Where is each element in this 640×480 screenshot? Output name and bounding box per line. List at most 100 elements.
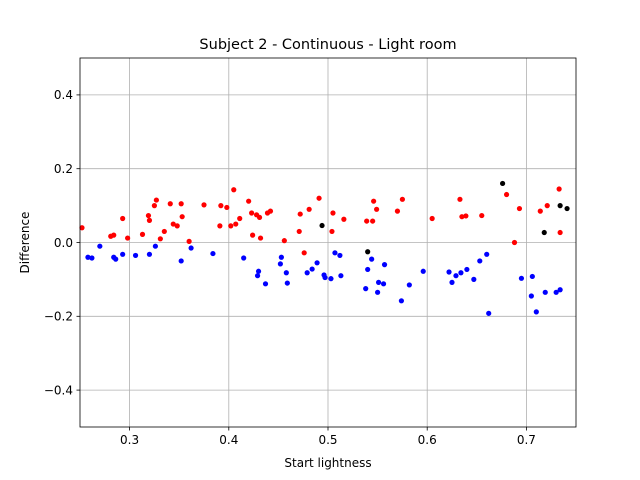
data-point	[231, 187, 237, 193]
y-tick-label: 0.0	[54, 236, 73, 250]
data-point	[449, 279, 455, 285]
x-tick-label: 0.3	[120, 433, 139, 447]
data-point	[267, 208, 274, 214]
grid-layer	[80, 58, 576, 427]
data-point	[157, 236, 163, 242]
data-point	[337, 252, 343, 259]
data-point	[329, 228, 335, 235]
data-point	[332, 250, 338, 256]
data-point	[146, 217, 153, 223]
data-point	[188, 245, 194, 251]
data-point	[178, 258, 184, 264]
data-point	[255, 268, 262, 274]
data-point	[85, 254, 91, 260]
data-point	[178, 201, 184, 207]
y-tick-label: −0.4	[44, 383, 73, 397]
x-tick-label: 0.5	[318, 433, 337, 447]
data-point	[241, 255, 247, 261]
data-point	[228, 223, 234, 229]
points-layer	[79, 180, 570, 316]
data-point	[511, 239, 518, 246]
data-point	[113, 256, 119, 262]
data-point	[533, 309, 539, 315]
data-point	[394, 208, 401, 214]
data-point	[463, 213, 469, 219]
data-point	[306, 206, 312, 212]
data-point	[281, 238, 287, 244]
data-point	[297, 211, 303, 217]
data-point	[218, 203, 224, 209]
data-point	[97, 243, 103, 249]
data-point	[316, 195, 322, 201]
y-tick-label: −0.2	[44, 310, 73, 324]
data-point	[304, 270, 310, 276]
data-point	[278, 254, 284, 260]
data-point	[529, 273, 535, 280]
data-point	[174, 223, 180, 229]
data-point	[161, 228, 167, 235]
data-point	[541, 229, 547, 236]
data-point	[210, 250, 216, 257]
data-point	[556, 186, 562, 192]
data-point	[553, 289, 559, 295]
data-point	[406, 282, 412, 288]
data-point	[471, 276, 477, 282]
data-point	[380, 281, 387, 287]
data-point	[111, 232, 117, 238]
data-point	[370, 218, 376, 224]
data-point	[256, 214, 263, 221]
data-point	[283, 270, 289, 276]
data-point	[167, 201, 173, 207]
data-point	[125, 235, 131, 241]
data-point	[341, 216, 347, 222]
data-point	[237, 215, 243, 222]
data-point	[301, 250, 307, 256]
data-point	[277, 261, 283, 267]
data-point	[564, 205, 570, 212]
data-point	[516, 205, 523, 212]
x-tick-label: 0.7	[517, 433, 536, 447]
data-point	[217, 223, 223, 229]
data-point	[399, 196, 405, 202]
data-point	[369, 256, 375, 262]
data-point	[429, 215, 435, 222]
data-point	[503, 191, 510, 198]
data-point	[457, 196, 463, 202]
data-point	[246, 198, 252, 204]
data-point	[328, 276, 334, 282]
data-point	[152, 243, 158, 249]
y-tick-label: 0.4	[54, 88, 73, 102]
data-point	[557, 287, 563, 293]
data-point	[224, 204, 230, 211]
x-tick-label: 0.6	[418, 433, 437, 447]
data-point	[322, 274, 328, 281]
data-point	[375, 279, 382, 285]
data-point	[233, 221, 239, 227]
ticks-layer: 0.3 0.4 0.5 0.6 0.7 −0.4 −0.2 0.0 0.2 0.4	[44, 88, 536, 447]
data-point	[542, 289, 548, 295]
data-point	[375, 289, 381, 295]
data-point	[537, 208, 543, 214]
data-point	[420, 268, 426, 274]
data-point	[484, 251, 490, 257]
chart-title: Subject 2 - Continuous - Light room	[199, 37, 456, 53]
data-point	[146, 251, 153, 257]
data-point	[296, 228, 302, 235]
data-point	[528, 293, 534, 299]
data-point	[518, 275, 525, 281]
data-point	[459, 214, 465, 220]
data-point	[151, 203, 157, 209]
data-point	[374, 206, 380, 212]
y-tick-label: 0.2	[54, 162, 73, 176]
data-point	[79, 225, 85, 231]
data-point	[364, 218, 370, 224]
data-point	[170, 221, 176, 227]
data-point	[330, 210, 336, 216]
data-point	[120, 215, 126, 222]
data-point	[132, 252, 139, 259]
data-point	[309, 266, 315, 272]
data-point	[139, 231, 146, 237]
data-point	[398, 298, 405, 304]
data-point	[179, 214, 185, 220]
